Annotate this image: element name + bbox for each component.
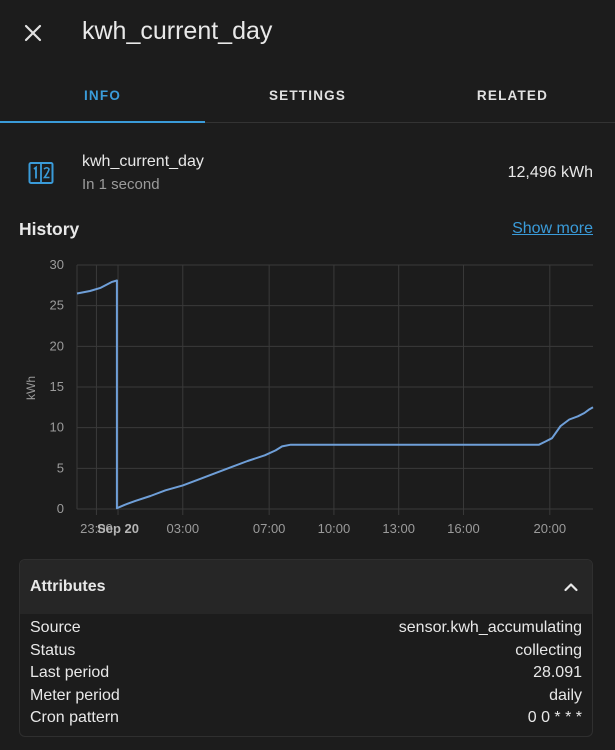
attribute-row-source: Source sensor.kwh_accumulating <box>30 617 582 640</box>
history-title: History <box>19 219 80 239</box>
y-tick-label: 20 <box>50 338 64 353</box>
chevron-up-icon[interactable] <box>562 578 580 596</box>
y-tick-label: 5 <box>57 460 64 475</box>
entity-state-value: 12,496 kWh <box>507 164 593 181</box>
attribute-label: Meter period <box>30 686 120 704</box>
attributes-title: Attributes <box>30 578 106 595</box>
attribute-row-last-period: Last period 28.091 <box>30 662 582 685</box>
series-line <box>76 279 594 510</box>
x-tick-label: 13:00 <box>382 521 415 536</box>
close-button[interactable] <box>14 14 52 52</box>
entity-last-changed: In 1 second <box>82 176 160 193</box>
x-tick-label: 20:00 <box>534 521 567 536</box>
attribute-label: Status <box>30 641 76 659</box>
attribute-row-status: Status collecting <box>30 640 582 663</box>
y-axis-label: kWh <box>24 376 38 400</box>
attribute-label: Last period <box>30 664 110 682</box>
attribute-label: Source <box>30 619 81 637</box>
tab-related[interactable]: RELATED <box>476 87 549 103</box>
y-tick-label: 10 <box>50 420 64 435</box>
attribute-row-meter-period: Meter period daily <box>30 685 582 708</box>
x-tick-label: 10:00 <box>318 521 351 536</box>
attribute-row-cron-pattern: Cron pattern 0 0 * * * <box>30 707 582 730</box>
y-tick-label: 15 <box>50 379 64 394</box>
attribute-value: 0 0 * * * <box>527 709 582 727</box>
entity-name: kwh_current_day <box>82 153 204 170</box>
attributes-list: Source sensor.kwh_accumulating Status co… <box>20 614 592 730</box>
counter-icon <box>28 162 54 184</box>
x-tick-label: 23:00 <box>80 521 113 536</box>
show-more-link[interactable]: Show more <box>512 220 593 237</box>
x-tick-label: 16:00 <box>447 521 480 536</box>
attributes-panel: Attributes Source sensor.kwh_accumulatin… <box>19 559 593 737</box>
x-tick-label: Sep 20 <box>97 521 139 536</box>
attribute-value: collecting <box>515 641 582 659</box>
y-tick-label: 0 <box>57 501 64 516</box>
tab-settings[interactable]: SETTINGS <box>268 87 347 103</box>
x-tick-label: 07:00 <box>253 521 286 536</box>
y-tick-label: 25 <box>50 298 64 313</box>
x-tick-label: 03:00 <box>167 521 200 536</box>
dialog-header: kwh_current_day <box>0 0 615 68</box>
attribute-label: Cron pattern <box>30 709 119 727</box>
tab-info[interactable]: INFO <box>0 68 205 123</box>
tab-bar: INFO SETTINGS RELATED <box>0 68 615 123</box>
attribute-value: 28.091 <box>533 664 582 682</box>
attributes-header[interactable]: Attributes <box>20 560 592 614</box>
attribute-value: sensor.kwh_accumulating <box>398 619 582 637</box>
attribute-value: daily <box>549 686 582 704</box>
entity-state-row[interactable]: kwh_current_day In 1 second 12,496 kWh <box>0 145 615 205</box>
y-tick-label: 30 <box>50 257 64 272</box>
close-icon <box>24 24 42 42</box>
dialog-title: kwh_current_day <box>82 17 273 45</box>
